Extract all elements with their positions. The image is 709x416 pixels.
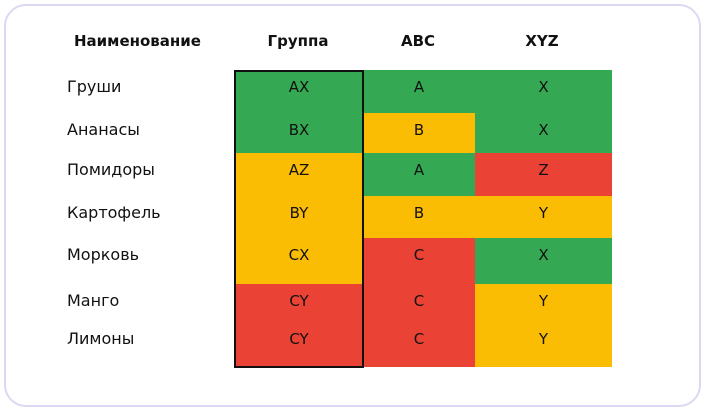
table-cell: B bbox=[363, 113, 475, 153]
column-header: ABC bbox=[400, 32, 436, 50]
table-cell: CX bbox=[235, 238, 363, 284]
table-cell: X bbox=[475, 113, 612, 153]
table-cell: BX bbox=[235, 113, 363, 153]
table-cell: Z bbox=[475, 153, 612, 196]
row-name: Лимоны bbox=[67, 329, 135, 348]
table-cell: X bbox=[475, 238, 612, 284]
card bbox=[4, 4, 701, 407]
table-cell: C bbox=[363, 284, 475, 322]
row-name: Помидоры bbox=[67, 160, 155, 179]
table-cell: A bbox=[363, 70, 475, 113]
table-cell: AX bbox=[235, 70, 363, 113]
row-name: Груши bbox=[67, 77, 122, 96]
table-cell: C bbox=[363, 322, 475, 367]
table-cell: X bbox=[475, 70, 612, 113]
row-name: Картофель bbox=[67, 203, 161, 222]
table-cell: Y bbox=[475, 322, 612, 367]
row-name: Манго bbox=[67, 291, 120, 310]
column-header: Группа bbox=[267, 32, 329, 50]
table-cell: C bbox=[363, 238, 475, 284]
column-header: Наименование bbox=[74, 32, 201, 50]
table-cell: AZ bbox=[235, 153, 363, 196]
row-name: Ананасы bbox=[67, 120, 140, 139]
column-header: XYZ bbox=[525, 32, 559, 50]
row-name: Морковь bbox=[67, 245, 140, 264]
table-cell: CY bbox=[235, 322, 363, 367]
table-cell: Y bbox=[475, 284, 612, 322]
table-cell: BY bbox=[235, 196, 363, 238]
table-cell: CY bbox=[235, 284, 363, 322]
table-cell: Y bbox=[475, 196, 612, 238]
table-cell: B bbox=[363, 196, 475, 238]
table-cell: A bbox=[363, 153, 475, 196]
